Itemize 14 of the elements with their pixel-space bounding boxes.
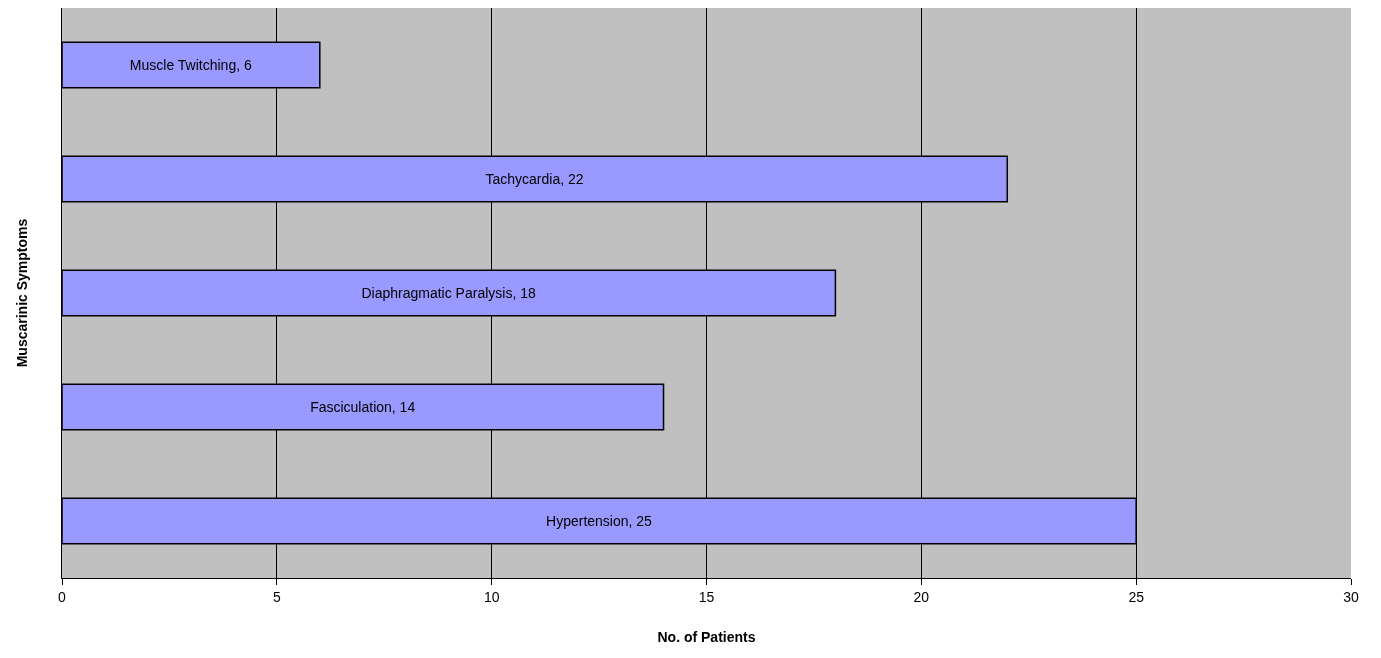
x-axis-title: No. of Patients (657, 629, 756, 646)
y-axis-title: Muscarinic Symptoms (13, 218, 30, 368)
data-label: Tachycardia, 22 (485, 171, 584, 187)
data-label: Muscle Twitching, 6 (129, 57, 252, 73)
data-label: Hypertension, 25 (546, 513, 653, 529)
x-tick-label: 10 (483, 588, 500, 605)
data-label: Fasciculation, 14 (310, 399, 416, 415)
x-tick-label: 5 (272, 588, 281, 605)
x-tick-label: 30 (1343, 588, 1359, 605)
x-tick-label: 20 (913, 588, 930, 605)
data-label: Diaphragmatic Paralysis, 18 (361, 285, 536, 301)
x-tick-label: 15 (698, 588, 715, 605)
x-tick-label: 25 (1128, 588, 1145, 605)
x-tick-label: 0 (58, 588, 67, 605)
